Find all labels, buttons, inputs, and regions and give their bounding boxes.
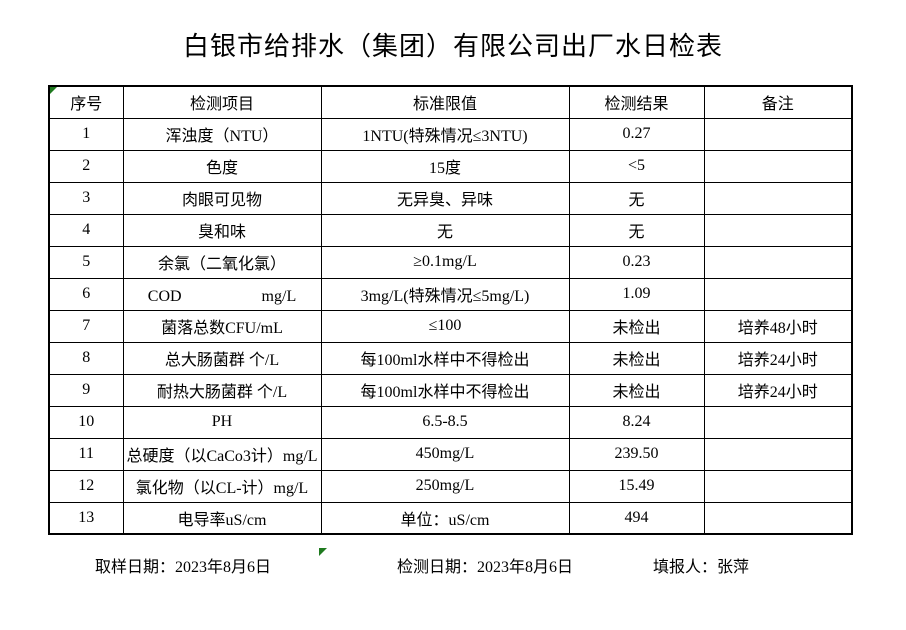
row-number-cell: 11 (48, 437, 124, 471)
remark-cell (703, 277, 853, 311)
test-result-cell: 1.09 (568, 277, 705, 311)
table-row: 2 色度 15度 <5 (48, 149, 853, 183)
column-header-item-label: 检测项目 (189, 96, 254, 114)
row-number-cell: 13 (48, 501, 124, 535)
row-number-cell: 4 (48, 213, 124, 247)
test-item-cell: 氯化物（以CL-计）mg/L (122, 469, 322, 503)
test-item-cell: 浑浊度（NTU） (122, 117, 322, 151)
sampling-date-text: 取样日期：2023年8月6日 (95, 559, 272, 576)
standard-limit-cell: 每100ml水样中不得检出 (320, 373, 570, 407)
standard-limit-cell: ≤100 (320, 309, 570, 343)
column-header-no-label: 序号 (70, 96, 103, 114)
standard-limit-cell: 450mg/L (320, 437, 570, 471)
row-number-cell: 10 (48, 405, 124, 439)
cell-error-indicator-icon (50, 87, 57, 94)
test-result-cell: 无 (568, 213, 705, 247)
row-number-cell: 9 (48, 373, 124, 407)
test-item-cell: 余氯（二氧化氯） (122, 245, 322, 279)
test-item-cell: PH (122, 405, 322, 439)
table-row: 8 总大肠菌群 个/L 每100ml水样中不得检出 未检出 培养24小时 (48, 341, 853, 375)
standard-limit-cell: 3mg/L(特殊情况≤5mg/L) (320, 277, 570, 311)
table-bottom-green-indicator-icon (319, 548, 327, 556)
test-item-cell: 总硬度（以CaCo3计）mg/L (122, 437, 322, 471)
table-row: 4 臭和味无无 (48, 213, 853, 247)
table-row: 9 耐热大肠菌群 个/L 每100ml水样中不得检出 未检出 培养24小时 (48, 373, 853, 407)
column-header-standard-label: 标准限值 (412, 96, 477, 114)
standard-limit-cell: 1NTU(特殊情况≤3NTU) (320, 117, 570, 151)
standard-limit-cell: 6.5-8.5 (320, 405, 570, 439)
column-header-result-label: 检测结果 (604, 96, 669, 114)
test-result-cell: 239.50 (568, 437, 705, 471)
column-header-standard: 标准限值 (320, 85, 570, 119)
standard-limit-cell: 无 (320, 213, 570, 247)
test-result-cell: <5 (568, 149, 705, 183)
table-row: 7 菌落总数CFU/mL ≤100 未检出 培养48小时 (48, 309, 853, 343)
remark-cell (703, 469, 853, 503)
remark-cell: 培养24小时 (703, 373, 853, 407)
test-item-cell: 色度 (122, 149, 322, 183)
test-item-cell: 总大肠菌群 个/L (122, 341, 322, 375)
standard-limit-cell: 每100ml水样中不得检出 (320, 341, 570, 375)
remark-cell (703, 437, 853, 471)
test-item-cell: 肉眼可见物 (122, 181, 322, 215)
standard-limit-cell: 单位：uS/cm (320, 501, 570, 535)
row-number-cell: 8 (48, 341, 124, 375)
test-result-cell: 8.24 (568, 405, 705, 439)
test-item-cell: 臭和味 (122, 213, 322, 247)
remark-cell (703, 213, 853, 247)
standard-limit-cell: ≥0.1mg/L (320, 245, 570, 279)
test-result-cell: 未检出 (568, 309, 705, 343)
standard-limit-cell: 无异臭、异味 (320, 181, 570, 215)
row-number-cell: 1 (48, 117, 124, 151)
remark-cell (703, 245, 853, 279)
remark-cell (703, 501, 853, 535)
test-date-text: 检测日期：2023年8月6日 (397, 559, 574, 576)
test-result-cell: 未检出 (568, 373, 705, 407)
test-result-cell: 无 (568, 181, 705, 215)
table-row: 12 氯化物（以CL-计）mg/L 250mg/L 15.49 (48, 469, 853, 503)
row-number-cell: 7 (48, 309, 124, 343)
test-result-cell: 未检出 (568, 341, 705, 375)
table-header-row: 序号 检测项目 标准限值 检测结果 备注 (48, 85, 853, 119)
remark-cell (703, 149, 853, 183)
table-row: 13 电导率uS/cm 单位：uS/cm 494 (48, 501, 853, 535)
remark-cell (703, 405, 853, 439)
test-result-cell: 0.23 (568, 245, 705, 279)
reporter-text: 填报人：张萍 (653, 559, 750, 576)
table-row: 10 PH 6.5-8.5 8.24 (48, 405, 853, 439)
remark-cell: 培养48小时 (703, 309, 853, 343)
row-number-cell: 5 (48, 245, 124, 279)
remark-cell (703, 181, 853, 215)
row-number-cell: 3 (48, 181, 124, 215)
row-number-cell: 2 (48, 149, 124, 183)
table-row: 3 肉眼可见物 无异臭、异味无 (48, 181, 853, 215)
test-result-cell: 494 (568, 501, 705, 535)
column-header-remark: 备注 (703, 85, 853, 119)
standard-limit-cell: 250mg/L (320, 469, 570, 503)
test-item-cell: COD mg/L (122, 277, 322, 311)
page-title: 白银市给排水（集团）有限公司出厂水日检表 (182, 32, 723, 61)
footer: 取样日期：2023年8月6日 检测日期：2023年8月6日 填报人：张萍 (0, 553, 906, 576)
standard-limit-cell: 15度 (320, 149, 570, 183)
column-header-result: 检测结果 (568, 85, 705, 119)
test-result-cell: 0.27 (568, 117, 705, 151)
remark-cell: 培养24小时 (703, 341, 853, 375)
daily-inspection-table: 序号 检测项目 标准限值 检测结果 备注 1 浑浊度（NTU） 1NTU(特殊情况≤… (48, 85, 853, 535)
column-header-remark-label: 备注 (761, 96, 794, 114)
row-number-cell: 6 (48, 277, 124, 311)
table-row: 1 浑浊度（NTU） 1NTU(特殊情况≤3NTU) 0.27 (48, 117, 853, 151)
table-row: 5 余氯（二氧化氯） ≥0.1mg/L 0.23 (48, 245, 853, 279)
test-item-cell: 耐热大肠菌群 个/L (122, 373, 322, 407)
test-result-cell: 15.49 (568, 469, 705, 503)
table-row: 6 COD mg/L 3mg/L(特殊情况≤5mg/L) 1.09 (48, 277, 853, 311)
column-header-item: 检测项目 (122, 85, 322, 119)
test-item-cell: 电导率uS/cm (122, 501, 322, 535)
remark-cell (703, 117, 853, 151)
table-row: 11 总硬度（以CaCo3计）mg/L 450mg/L 239.50 (48, 437, 853, 471)
row-number-cell: 12 (48, 469, 124, 503)
column-header-no: 序号 (48, 85, 124, 119)
test-item-cell: 菌落总数CFU/mL (122, 309, 322, 343)
